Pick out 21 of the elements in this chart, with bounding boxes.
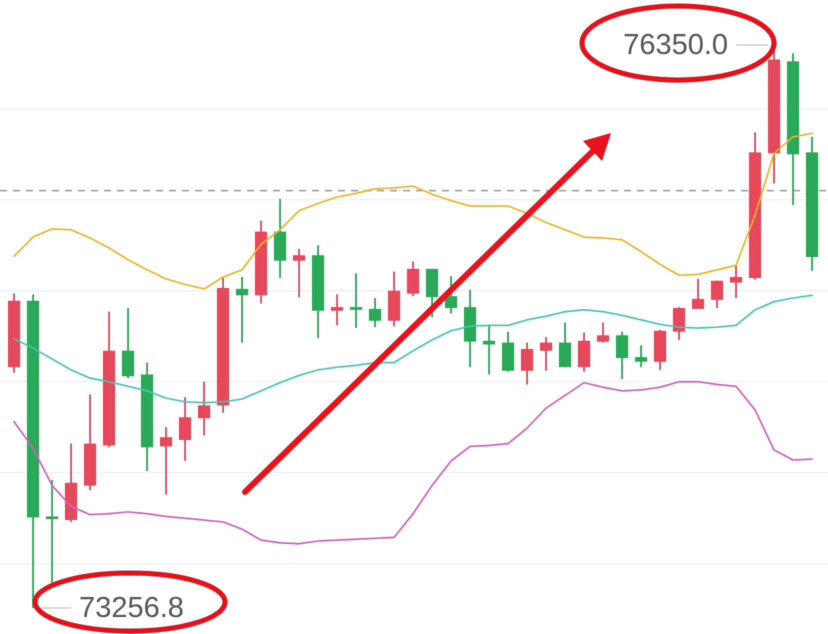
candlestick: [368, 297, 382, 328]
candlestick: [236, 276, 248, 344]
candlestick: [634, 344, 648, 368]
annotation: 73256.8: [79, 592, 184, 624]
candlestick: [596, 322, 610, 344]
candlestick: [198, 380, 210, 436]
candlestick: [672, 306, 686, 341]
candlestick: [46, 479, 58, 584]
candlestick: [482, 324, 496, 376]
candlestick: [616, 330, 628, 380]
candlestick: [692, 278, 704, 310]
candlestick: [710, 280, 724, 309]
annotation: 76350.0: [623, 29, 728, 61]
candlestick: [730, 264, 742, 299]
candlestick: [520, 342, 534, 386]
candlestick: [178, 396, 192, 462]
candlestick: [540, 336, 552, 372]
candlestick: [160, 426, 172, 496]
candlestick: [350, 272, 362, 329]
candlestick: [330, 293, 344, 326]
candlestick: [292, 248, 306, 298]
